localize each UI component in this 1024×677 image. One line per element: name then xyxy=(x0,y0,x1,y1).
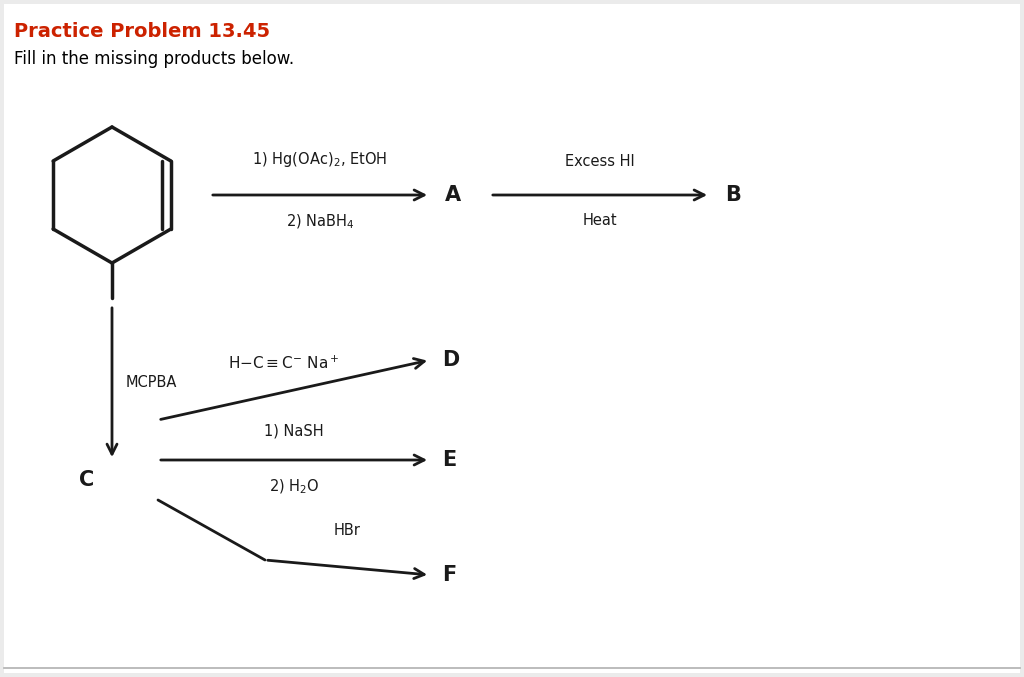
Text: D: D xyxy=(442,350,459,370)
Text: 1) Hg(OAc)$_2$, EtOH: 1) Hg(OAc)$_2$, EtOH xyxy=(252,150,388,169)
Text: A: A xyxy=(445,185,461,205)
Text: Practice Problem 13.45: Practice Problem 13.45 xyxy=(14,22,270,41)
Text: 1) NaSH: 1) NaSH xyxy=(264,423,324,438)
Text: C: C xyxy=(79,470,94,490)
Text: H$-$C$\equiv$C$^{-}$ Na$^+$: H$-$C$\equiv$C$^{-}$ Na$^+$ xyxy=(228,355,340,372)
Text: Heat: Heat xyxy=(583,213,617,228)
Text: 2) H$_2$O: 2) H$_2$O xyxy=(268,478,319,496)
Text: HBr: HBr xyxy=(334,523,360,538)
Text: B: B xyxy=(725,185,741,205)
Text: F: F xyxy=(442,565,457,585)
Text: Excess HI: Excess HI xyxy=(565,154,635,169)
Text: 2) NaBH$_4$: 2) NaBH$_4$ xyxy=(286,213,354,232)
Text: MCPBA: MCPBA xyxy=(126,375,177,390)
Text: E: E xyxy=(442,450,457,470)
Text: Fill in the missing products below.: Fill in the missing products below. xyxy=(14,50,294,68)
FancyBboxPatch shape xyxy=(4,4,1020,673)
